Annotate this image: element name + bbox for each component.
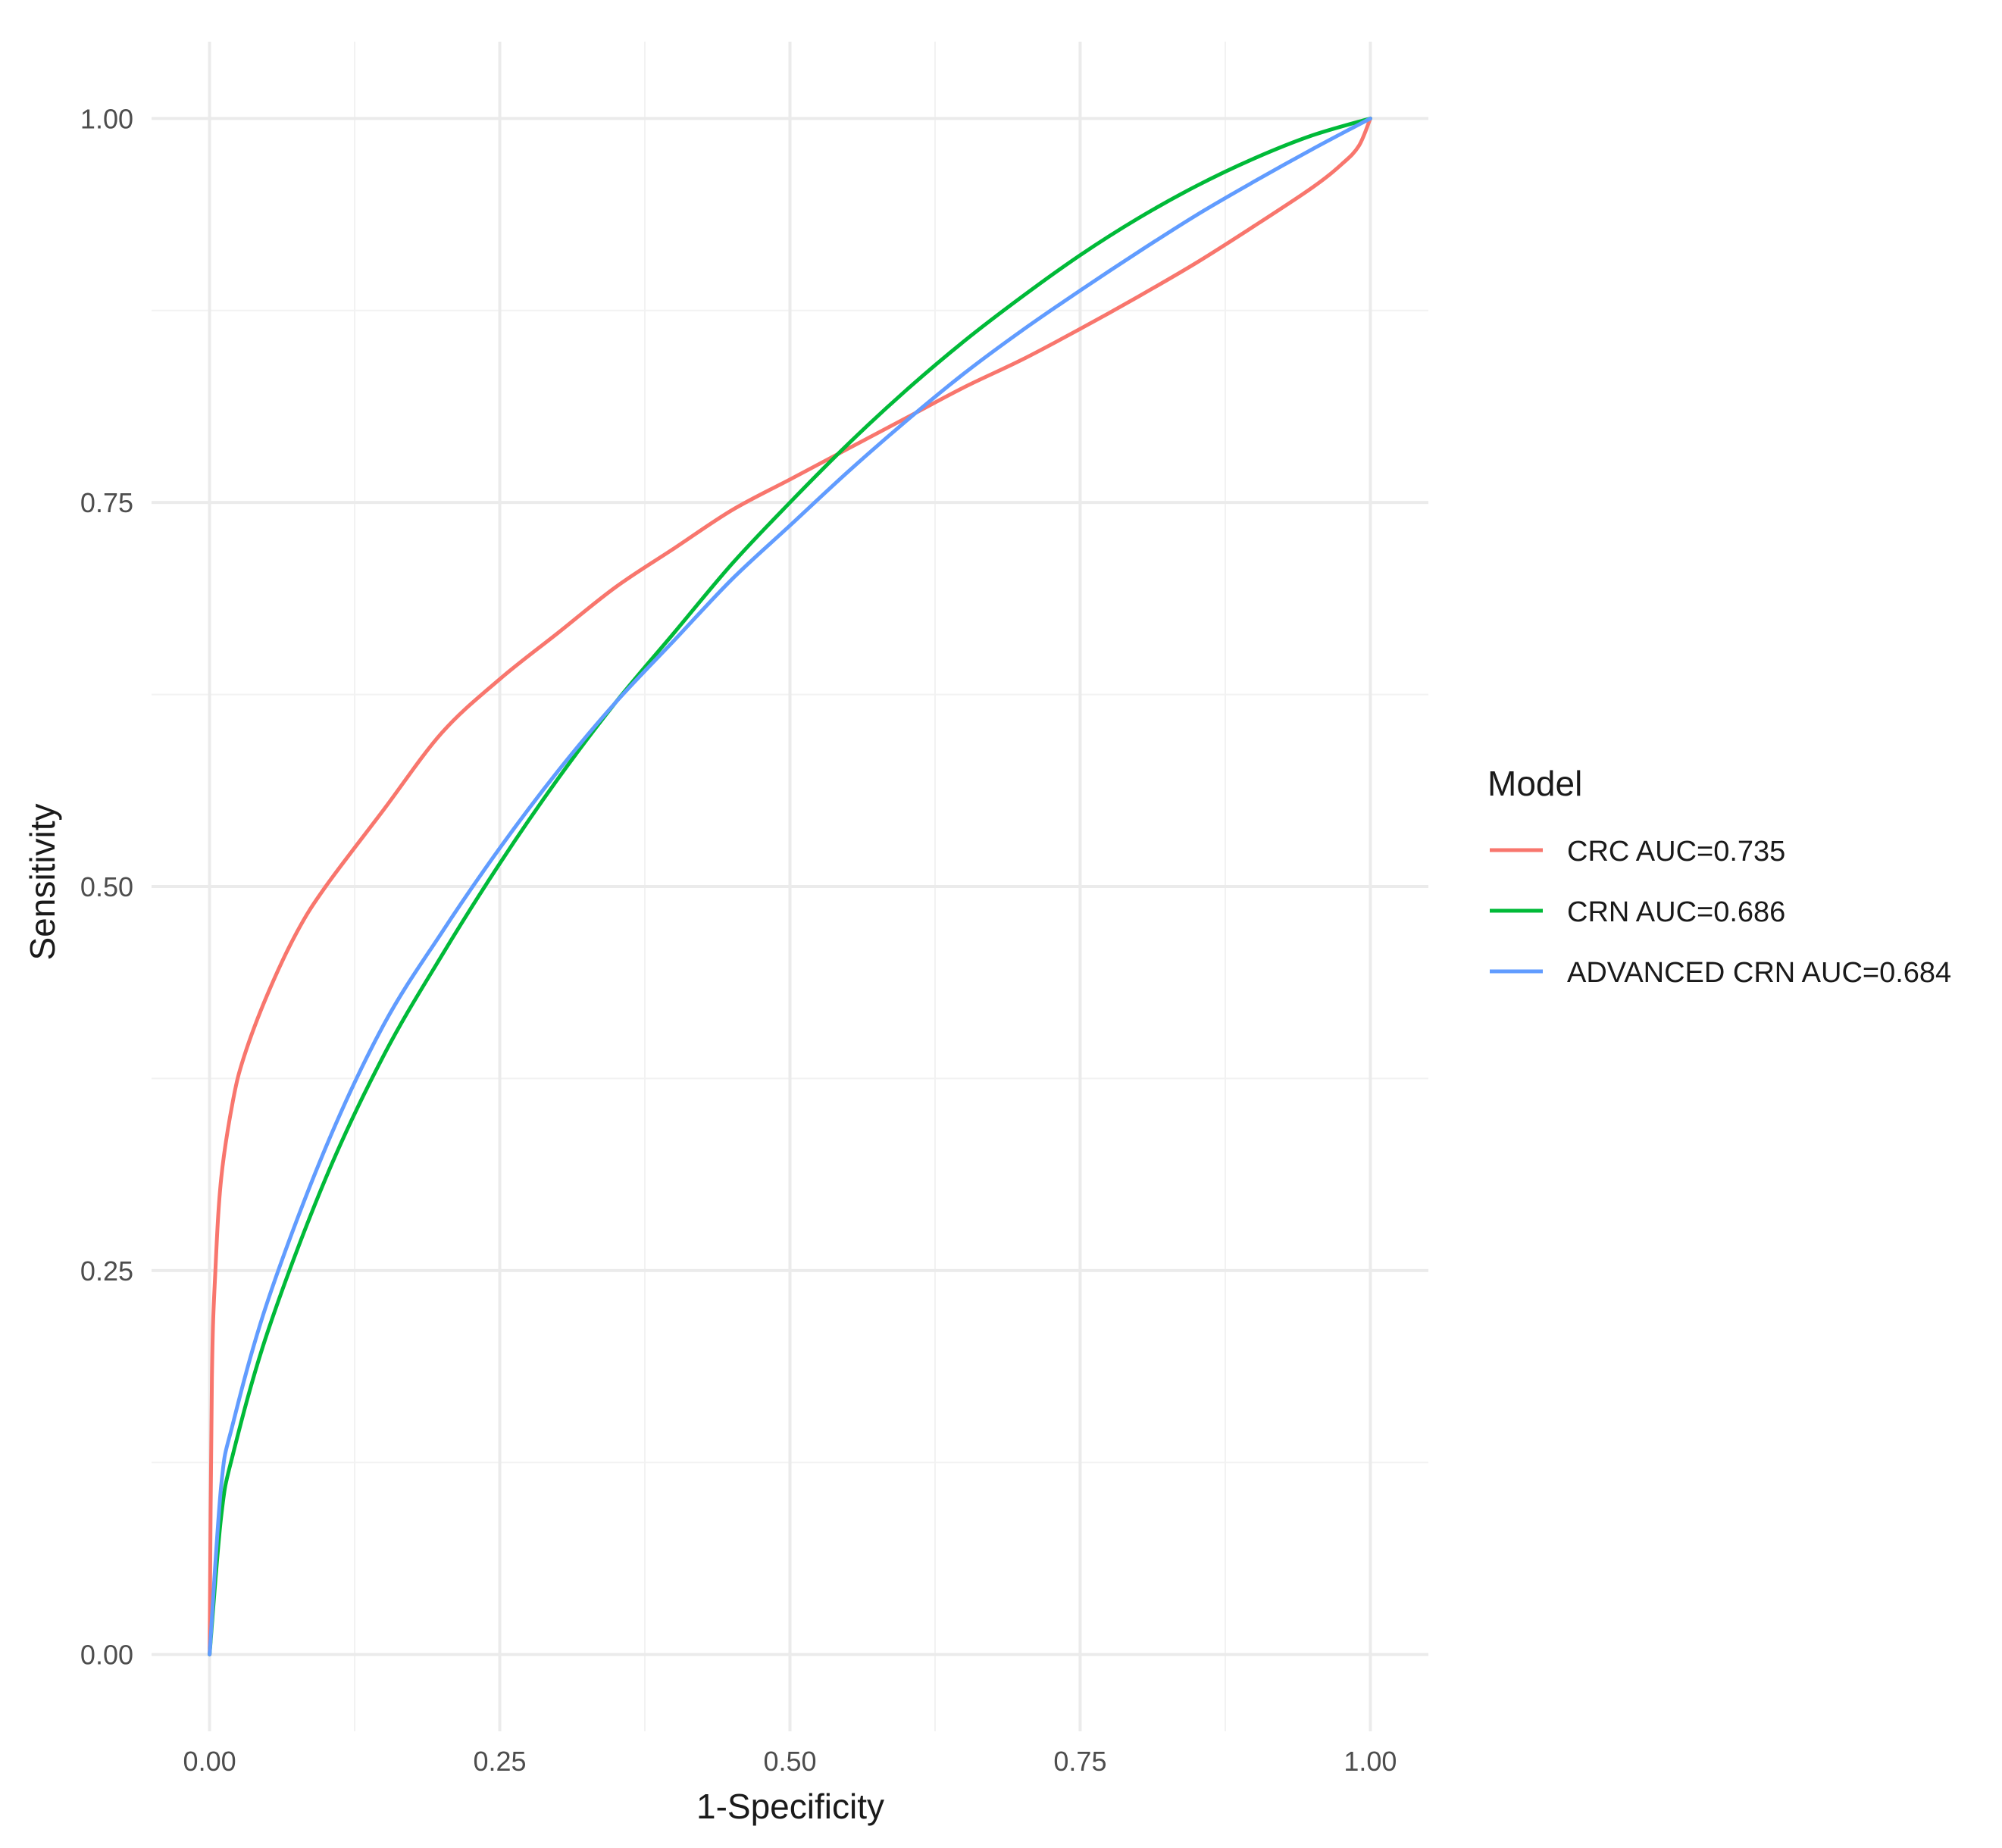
roc-line-crc — [208, 116, 1372, 1657]
x-tick-label: 0.50 — [763, 1746, 816, 1777]
x-tick-label: 0.25 — [474, 1746, 527, 1777]
y-tick-label: 0.50 — [80, 871, 133, 902]
legend-items: CRC AUC=0.735 CRN AUC=0.686 ADVANCED CRN A… — [1490, 836, 1951, 989]
x-tick-label: 1.00 — [1344, 1746, 1397, 1777]
legend-title: Model — [1487, 764, 1582, 803]
y-tick-label: 0.00 — [80, 1640, 133, 1671]
roc-line-advanced-crn — [208, 116, 1372, 1657]
legend-label-crn: CRN AUC=0.686 — [1567, 896, 1785, 928]
y-tick-label: 0.75 — [80, 487, 133, 518]
legend-label-advanced-crn: ADVANCED CRN AUC=0.684 — [1567, 957, 1951, 989]
roc-line-crn — [208, 116, 1372, 1657]
legend-label-crc: CRC AUC=0.735 — [1567, 836, 1785, 868]
x-axis-title: 1-Specificity — [696, 1787, 884, 1826]
y-tick-label: 1.00 — [80, 103, 133, 134]
legend: Model CRC AUC=0.735 CRN AUC=0.686 ADVANCED… — [1487, 764, 1951, 989]
x-axis-ticks: 0.00 0.25 0.50 0.75 1.00 — [183, 1746, 1397, 1777]
x-tick-label: 0.00 — [183, 1746, 236, 1777]
y-tick-label: 0.25 — [80, 1255, 133, 1287]
y-axis-ticks: 0.00 0.25 0.50 0.75 1.00 — [80, 103, 133, 1670]
x-tick-label: 0.75 — [1053, 1746, 1106, 1777]
roc-curves — [208, 116, 1372, 1657]
y-axis-title: Sensitivity — [23, 803, 62, 960]
major-gridlines — [152, 42, 1428, 1731]
